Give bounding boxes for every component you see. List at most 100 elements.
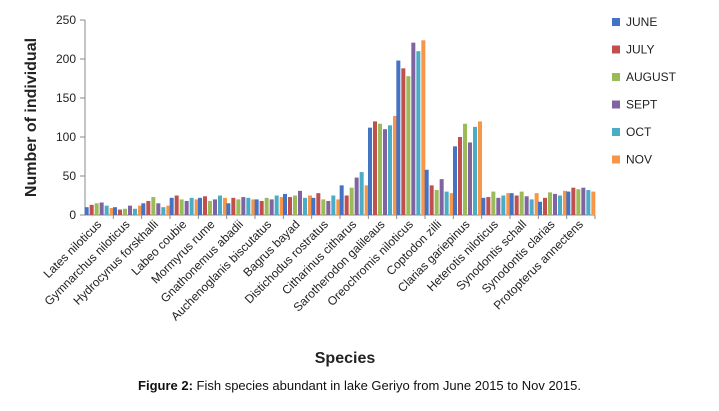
bar	[553, 193, 557, 215]
bar	[424, 169, 429, 215]
bar	[383, 129, 387, 215]
bar	[138, 205, 142, 215]
bar	[421, 40, 426, 215]
bar	[246, 197, 251, 215]
bar	[468, 142, 472, 215]
bar	[496, 197, 501, 215]
bar	[486, 197, 491, 215]
bar	[223, 197, 227, 215]
bar	[364, 185, 369, 215]
legend-swatch	[612, 73, 620, 81]
bar	[444, 191, 449, 215]
bar	[151, 197, 156, 215]
bar	[288, 197, 292, 215]
bars-layer	[84, 40, 596, 216]
bar	[401, 68, 406, 215]
bar	[378, 123, 382, 215]
bar	[473, 126, 477, 215]
bar	[123, 208, 127, 215]
bar	[84, 207, 89, 215]
bar	[141, 203, 146, 215]
figure-caption-label: Figure 2:	[138, 378, 193, 393]
bar	[581, 187, 586, 215]
bar	[236, 199, 241, 215]
bar	[259, 200, 264, 215]
bar	[501, 195, 506, 215]
bar	[303, 197, 307, 215]
bar	[509, 193, 514, 215]
y-tick-label: 150	[56, 91, 76, 105]
bar	[344, 195, 349, 215]
bar	[478, 121, 482, 215]
figure-caption: Figure 2: Fish species abundant in lake …	[0, 378, 719, 393]
bar	[298, 190, 302, 215]
y-tick-label: 100	[56, 130, 76, 144]
bar	[279, 197, 284, 215]
legend-label: AUGUST	[626, 70, 677, 84]
bar	[393, 115, 397, 215]
bar	[194, 199, 199, 215]
y-tick-label: 200	[56, 52, 76, 66]
y-tick-label: 50	[63, 169, 77, 183]
bar	[576, 189, 581, 215]
bar	[118, 209, 122, 215]
bar	[133, 208, 137, 215]
bar	[336, 199, 341, 215]
bar	[463, 123, 467, 215]
bar	[563, 190, 567, 215]
bar	[113, 207, 117, 215]
bar	[184, 200, 189, 215]
bar	[591, 191, 596, 215]
bar	[218, 195, 222, 215]
legend-swatch	[612, 45, 620, 54]
bar	[198, 197, 202, 215]
bar	[529, 199, 534, 215]
bar	[293, 195, 297, 215]
bar	[146, 200, 151, 215]
bar	[241, 197, 246, 215]
legend-label: SEPT	[626, 98, 658, 112]
legend: JUNE JULY AUGUST SEPT OCT NOV	[612, 15, 677, 167]
bar	[189, 197, 194, 215]
bar	[558, 195, 562, 215]
bar	[514, 195, 519, 215]
bar	[128, 205, 132, 215]
bar	[283, 193, 287, 215]
bar	[89, 204, 94, 215]
bar	[331, 195, 336, 215]
bar	[538, 201, 542, 215]
bar	[231, 197, 236, 215]
bar	[269, 199, 274, 215]
bar	[566, 191, 571, 215]
y-tick-label: 0	[69, 208, 76, 222]
bar	[439, 179, 444, 215]
bar	[339, 185, 344, 215]
bar	[208, 200, 212, 215]
bar	[226, 203, 231, 215]
bar	[543, 197, 547, 215]
bar	[548, 192, 552, 215]
bar	[354, 177, 359, 215]
bar	[179, 199, 184, 215]
bar	[534, 193, 539, 215]
bar	[326, 200, 331, 215]
bar	[481, 197, 486, 215]
bar	[359, 172, 364, 215]
bar	[104, 205, 109, 215]
bar	[449, 193, 454, 215]
bar	[524, 196, 529, 215]
bar	[254, 199, 259, 215]
legend-label: NOV	[626, 153, 652, 167]
bar	[169, 197, 174, 215]
y-tick-label: 250	[56, 13, 76, 27]
bar	[571, 187, 576, 215]
bar	[506, 193, 511, 215]
bar	[161, 207, 166, 215]
legend-label: JUNE	[626, 15, 657, 29]
legend-swatch	[612, 155, 620, 164]
bar	[458, 137, 462, 215]
bar	[406, 76, 411, 215]
x-axis-title: Species	[315, 350, 376, 367]
